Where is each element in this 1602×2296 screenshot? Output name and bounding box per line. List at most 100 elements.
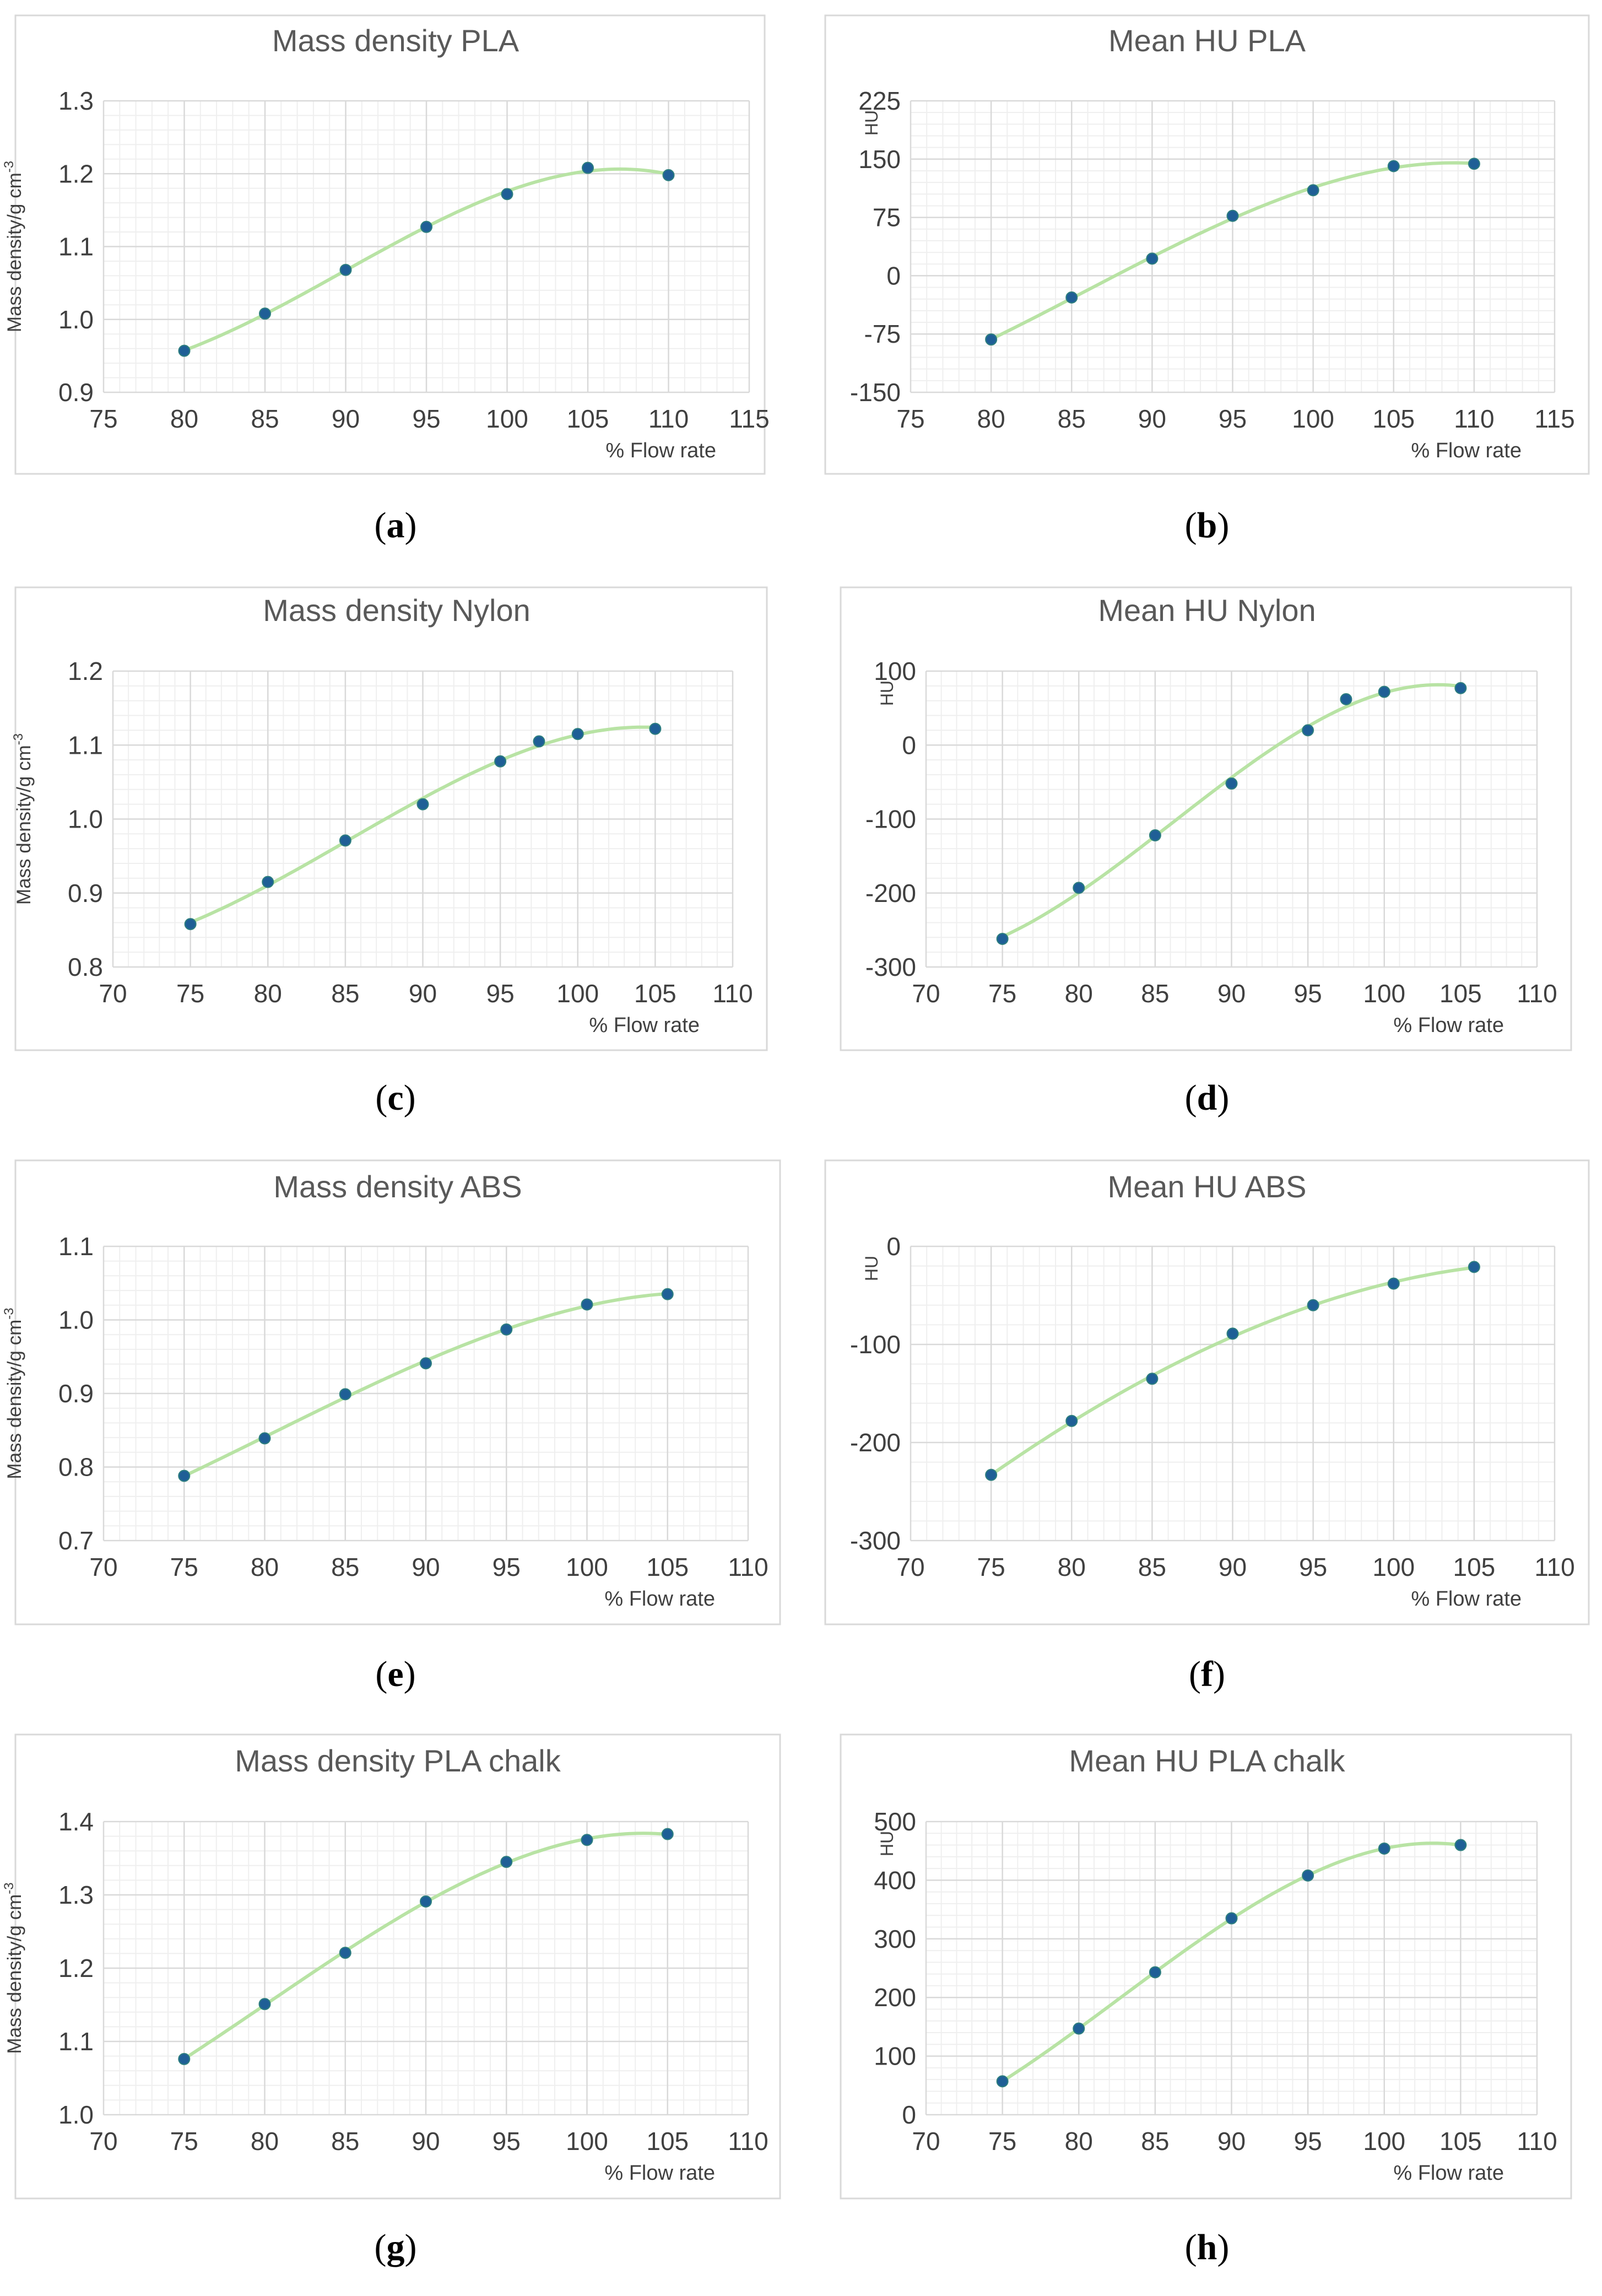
data-point [649, 722, 662, 735]
chart-title: Mean HU PLA [1108, 23, 1306, 58]
data-point [581, 1834, 593, 1846]
x-tick-label: 95 [412, 404, 440, 433]
data-point [1226, 209, 1239, 222]
y-tick-label: -300 [850, 1526, 901, 1555]
caption-letter: c [387, 1078, 403, 1118]
y-axis-label-text: HU [862, 110, 881, 136]
x-tick-label: 90 [1219, 1553, 1247, 1581]
data-point [985, 333, 998, 346]
panel-caption: (e) [375, 1654, 415, 1694]
x-tick-label: 100 [1372, 1553, 1415, 1581]
data-point [996, 2075, 1009, 2088]
caption-close-paren: ) [1217, 1078, 1229, 1118]
x-tick-label: 70 [912, 979, 940, 1008]
caption-open-paren: ( [375, 505, 387, 545]
y-tick-label: -75 [864, 320, 901, 348]
y-axis-label-text: Mass density/g cm [4, 172, 25, 332]
data-point [985, 1468, 998, 1481]
chart-title: Mean HU ABS [1107, 1169, 1306, 1204]
x-tick-label: 110 [712, 979, 753, 1008]
x-tick-label: 95 [1294, 979, 1322, 1008]
x-tick-label: 100 [556, 979, 599, 1008]
x-tick-label: 70 [89, 2127, 117, 2155]
data-point [259, 307, 271, 320]
y-tick-label: 1.4 [58, 1807, 94, 1836]
x-tick-label: 75 [896, 404, 924, 433]
gridlines [925, 670, 1538, 968]
x-tick-label: 85 [331, 2127, 359, 2155]
caption-letter: h [1197, 2227, 1217, 2267]
y-axis-label: Mass density/g cm-3 [11, 733, 35, 905]
gridlines [102, 100, 750, 393]
x-tick-label: 75 [176, 979, 204, 1008]
x-tick-label: 110 [1534, 1553, 1574, 1581]
y-tick-label: 1.3 [58, 87, 94, 115]
data-point [500, 1323, 513, 1336]
data-point [1065, 291, 1078, 304]
gridlines [112, 670, 734, 968]
chart-panel-g: 70 75 80 85 90 95 100 105 110 1.0 1.1 1.2 1.3 1.4 Mass… [2, 1733, 781, 2267]
y-axis-label-text: HU [862, 1256, 881, 1281]
caption-open-paren: ( [375, 2227, 387, 2267]
data-point [1468, 158, 1480, 170]
panel-caption: (f) [1189, 1654, 1225, 1694]
x-tick-label: 85 [331, 1553, 359, 1581]
data-point [1454, 682, 1467, 694]
y-tick-label: 0.9 [58, 378, 94, 407]
data-point [533, 735, 545, 748]
data-point [1307, 184, 1319, 197]
data-point [1146, 1373, 1159, 1385]
y-tick-label: 0 [902, 731, 916, 759]
chart-border [14, 1159, 781, 1625]
x-tick-label: 115 [1534, 404, 1574, 433]
x-tick-label: 100 [1363, 2127, 1405, 2155]
panel-caption: (d) [1185, 1078, 1230, 1118]
data-point [258, 1432, 271, 1445]
x-axis-label: % Flow rate [604, 2162, 715, 2185]
data-point [339, 263, 352, 276]
x-tick-label: 75 [988, 979, 1016, 1008]
x-tick-label: 80 [254, 979, 282, 1008]
x-tick-label: 110 [728, 1553, 768, 1581]
caption-close-paren: ) [404, 1654, 416, 1694]
y-tick-label: -100 [865, 805, 916, 834]
x-tick-label: 85 [251, 404, 279, 433]
y-tick-label: 100 [874, 2042, 916, 2071]
x-tick-label: 95 [1219, 404, 1247, 433]
data-point [339, 1388, 351, 1401]
chart-border [824, 14, 1590, 475]
x-tick-label: 105 [1439, 2127, 1482, 2155]
caption-letter: b [1197, 505, 1217, 545]
x-tick-label: 90 [412, 2127, 440, 2155]
x-tick-label: 95 [1299, 1553, 1327, 1581]
caption-close-paren: ) [1217, 2227, 1229, 2267]
x-tick-label: 75 [977, 1553, 1005, 1581]
x-tick-label: 70 [99, 979, 127, 1008]
x-tick-label: 90 [1138, 404, 1166, 433]
data-point [494, 755, 507, 768]
x-tick-label: 95 [492, 2127, 521, 2155]
y-tick-label: 1.0 [68, 805, 103, 834]
data-point [1149, 1966, 1161, 1979]
x-tick-label: 115 [729, 404, 769, 433]
x-tick-label: 75 [170, 1553, 198, 1581]
x-tick-label: 105 [1453, 1553, 1496, 1581]
data-point [1378, 685, 1390, 698]
y-tick-label: 225 [858, 87, 901, 115]
caption-close-paren: ) [1213, 1654, 1225, 1694]
y-tick-label: 500 [874, 1807, 916, 1836]
x-tick-label: 100 [566, 1553, 608, 1581]
x-tick-label: 80 [251, 1553, 279, 1581]
y-tick-label: 1.2 [58, 1954, 94, 1982]
data-point [1468, 1261, 1480, 1273]
data-point [1387, 160, 1400, 172]
caption-close-paren: ) [1217, 505, 1229, 545]
x-tick-label: 80 [251, 2127, 279, 2155]
y-tick-label: 1.0 [58, 305, 94, 334]
gridlines [910, 1245, 1556, 1542]
data-point [339, 1947, 351, 1959]
x-axis-label: % Flow rate [1393, 2162, 1504, 2185]
data-point [661, 1828, 674, 1840]
y-tick-label: 400 [874, 1866, 916, 1894]
data-point [1302, 1869, 1314, 1882]
